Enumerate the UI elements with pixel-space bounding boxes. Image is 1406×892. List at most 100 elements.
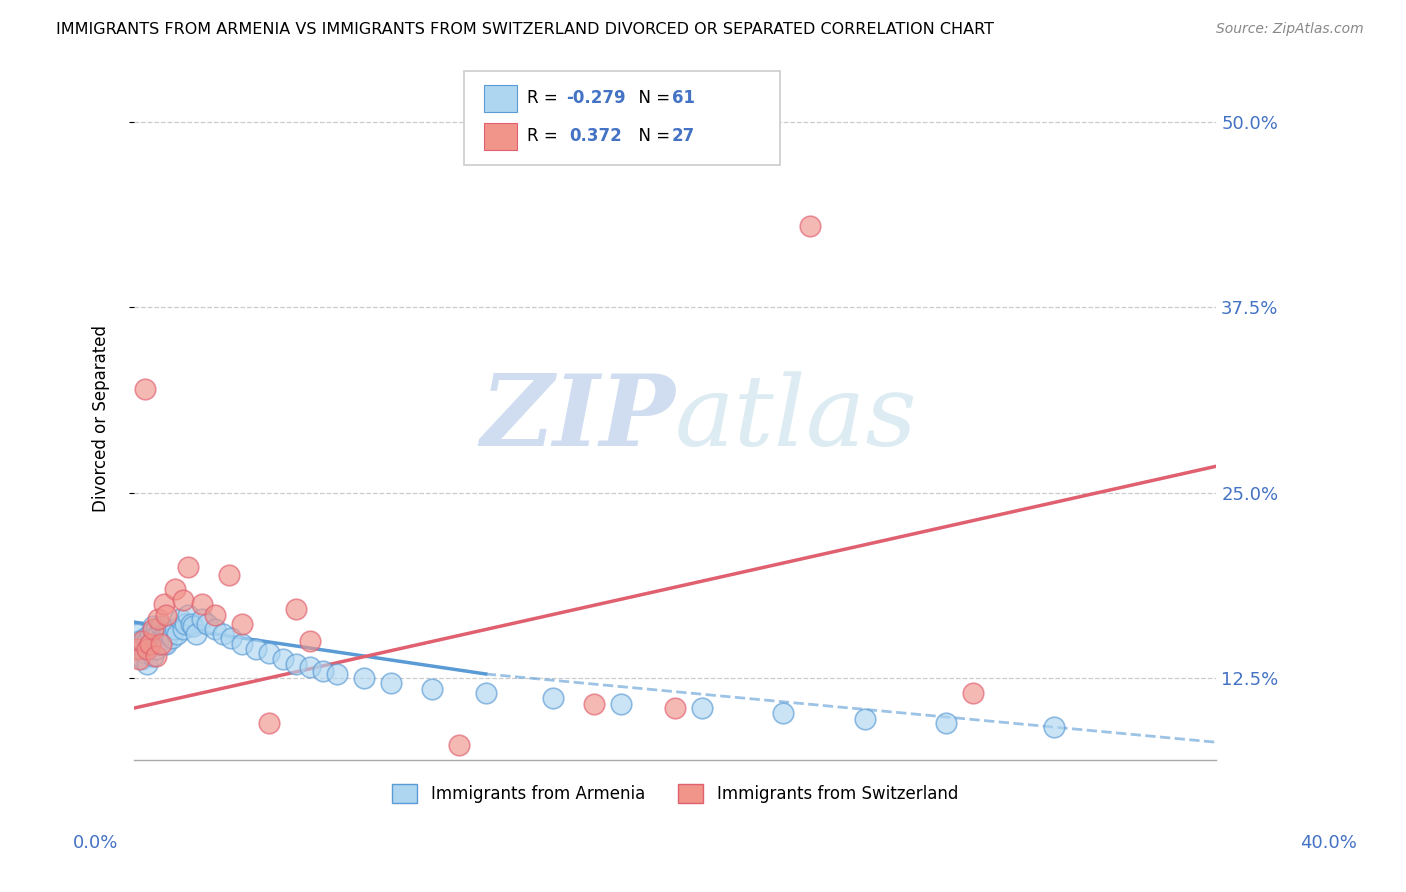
Text: 61: 61 bbox=[672, 89, 695, 107]
Point bbox=[257, 715, 280, 730]
Point bbox=[935, 715, 957, 730]
Point bbox=[231, 616, 253, 631]
Point bbox=[245, 641, 267, 656]
Point bbox=[134, 632, 156, 646]
Point bbox=[298, 659, 321, 673]
Point bbox=[172, 592, 194, 607]
Point bbox=[853, 711, 876, 725]
Point bbox=[169, 612, 191, 626]
Point bbox=[285, 601, 308, 615]
Text: N =: N = bbox=[628, 128, 676, 145]
Point bbox=[218, 567, 240, 582]
Point bbox=[145, 641, 167, 656]
Point bbox=[610, 697, 633, 711]
Text: N =: N = bbox=[628, 89, 676, 107]
Point bbox=[148, 627, 170, 641]
Point bbox=[174, 616, 197, 631]
Point bbox=[131, 652, 153, 666]
Text: 0.372: 0.372 bbox=[569, 128, 623, 145]
Point bbox=[190, 597, 212, 611]
Point bbox=[131, 637, 153, 651]
Point bbox=[136, 641, 159, 656]
Point bbox=[160, 632, 183, 646]
Point bbox=[148, 637, 170, 651]
Point bbox=[447, 738, 470, 752]
Text: R =: R = bbox=[527, 128, 568, 145]
Point bbox=[1043, 720, 1066, 734]
Point bbox=[195, 616, 218, 631]
Point bbox=[166, 627, 188, 641]
Point bbox=[380, 676, 402, 690]
Text: atlas: atlas bbox=[675, 371, 918, 467]
Point bbox=[183, 619, 205, 633]
Point bbox=[312, 664, 335, 678]
Point bbox=[186, 627, 208, 641]
Text: -0.279: -0.279 bbox=[567, 89, 626, 107]
Point bbox=[257, 646, 280, 660]
Point bbox=[142, 623, 165, 637]
Point bbox=[285, 657, 308, 671]
Point bbox=[172, 623, 194, 637]
Text: IMMIGRANTS FROM ARMENIA VS IMMIGRANTS FROM SWITZERLAND DIVORCED OR SEPARATED COR: IMMIGRANTS FROM ARMENIA VS IMMIGRANTS FR… bbox=[56, 22, 994, 37]
Y-axis label: Divorced or Separated: Divorced or Separated bbox=[93, 326, 110, 512]
Point bbox=[134, 382, 156, 396]
Point bbox=[690, 701, 713, 715]
Text: R =: R = bbox=[527, 89, 564, 107]
Point bbox=[190, 612, 212, 626]
Point bbox=[326, 667, 349, 681]
Point bbox=[177, 607, 200, 622]
Point bbox=[221, 632, 243, 646]
Point bbox=[420, 681, 443, 696]
Point bbox=[271, 652, 294, 666]
Point bbox=[163, 582, 186, 597]
Text: Source: ZipAtlas.com: Source: ZipAtlas.com bbox=[1216, 22, 1364, 37]
Point bbox=[582, 697, 605, 711]
Point bbox=[152, 627, 174, 641]
Point bbox=[177, 560, 200, 574]
Point bbox=[136, 641, 159, 656]
Point bbox=[152, 637, 174, 651]
Point bbox=[139, 627, 162, 641]
Point bbox=[298, 634, 321, 648]
Text: ZIP: ZIP bbox=[479, 370, 675, 467]
Point bbox=[772, 706, 794, 720]
Point bbox=[157, 627, 180, 641]
Point bbox=[145, 623, 167, 637]
Point bbox=[212, 627, 235, 641]
Point bbox=[145, 649, 167, 664]
Point bbox=[231, 637, 253, 651]
Point bbox=[131, 634, 153, 648]
Point bbox=[148, 612, 170, 626]
Text: 40.0%: 40.0% bbox=[1301, 834, 1357, 852]
Point bbox=[136, 657, 159, 671]
Point bbox=[543, 690, 565, 705]
Point bbox=[136, 634, 159, 648]
Point bbox=[139, 637, 162, 651]
Point bbox=[962, 686, 984, 700]
Point bbox=[139, 637, 162, 651]
Point bbox=[128, 652, 150, 666]
Point bbox=[125, 641, 148, 656]
Point bbox=[128, 649, 150, 664]
Point bbox=[155, 627, 177, 641]
Point bbox=[204, 623, 226, 637]
Point bbox=[128, 634, 150, 648]
Point bbox=[150, 634, 173, 648]
Point bbox=[155, 607, 177, 622]
Point bbox=[353, 672, 375, 686]
Point bbox=[664, 701, 686, 715]
Point bbox=[125, 641, 148, 656]
Point bbox=[180, 616, 202, 631]
Point bbox=[155, 637, 177, 651]
Point bbox=[142, 649, 165, 664]
Point bbox=[134, 646, 156, 660]
Text: 27: 27 bbox=[672, 128, 696, 145]
Point bbox=[142, 619, 165, 633]
Point bbox=[150, 637, 173, 651]
Legend: Immigrants from Armenia, Immigrants from Switzerland: Immigrants from Armenia, Immigrants from… bbox=[385, 777, 965, 810]
Point bbox=[150, 619, 173, 633]
Text: 0.0%: 0.0% bbox=[73, 834, 118, 852]
Point bbox=[125, 627, 148, 641]
Point bbox=[474, 686, 496, 700]
Point bbox=[142, 632, 165, 646]
